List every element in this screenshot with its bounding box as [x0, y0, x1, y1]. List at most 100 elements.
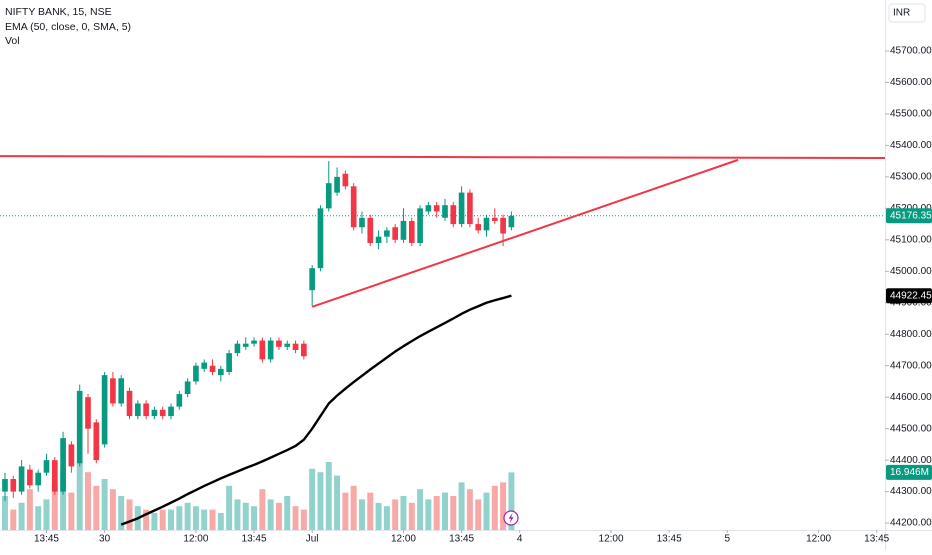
x-tick-label: 12:00 [599, 534, 624, 545]
candle-body [101, 375, 108, 445]
candle-body [500, 217, 506, 234]
axis-layer: 44200.00 44300.00 44400.00 44500.00 44600.00… [34, 46, 932, 545]
y-tick-label: 45000.00 [890, 266, 932, 277]
volume-bar [18, 502, 25, 530]
candle-body [60, 438, 66, 492]
candle-body [209, 365, 216, 373]
candle-body [433, 205, 440, 212]
volume-bar [317, 472, 324, 530]
volume-bar [151, 513, 158, 530]
candle-body [276, 340, 282, 347]
volume-bar [375, 502, 382, 530]
candle-body [284, 343, 291, 347]
ema-value-badge [886, 288, 932, 304]
candle-body [234, 343, 241, 354]
candle-body [334, 176, 340, 193]
currency-box[interactable] [888, 3, 926, 23]
y-tick-label: 44300.00 [890, 486, 932, 497]
candle-body [292, 343, 299, 350]
candle-body [27, 469, 33, 486]
candle-body [184, 381, 191, 395]
y-tick-label: 45700.00 [890, 46, 932, 57]
volume-bar [450, 496, 457, 530]
volume-bar [101, 479, 108, 530]
y-tick-label: 45500.00 [890, 109, 932, 120]
candle-body [317, 208, 324, 269]
x-tick-label: 5 [724, 534, 730, 545]
volume-bar [458, 482, 465, 530]
last-price-badge [886, 208, 932, 224]
candle-body [134, 403, 141, 417]
volume-bar [292, 506, 299, 530]
candle-body [85, 397, 91, 429]
volume-bar [126, 499, 133, 530]
x-tick-label: 4 [517, 534, 523, 545]
volume-bar [259, 489, 266, 530]
y-tick-label: 44200.00 [890, 518, 932, 529]
candle-body [168, 406, 174, 417]
volume-bar [367, 492, 374, 530]
volume-bar [392, 499, 399, 530]
candle-body [267, 340, 274, 360]
candle-body [68, 444, 75, 467]
volume-bar [334, 475, 341, 530]
ema-line [120, 294, 512, 526]
volume-bar [466, 489, 473, 530]
volume-layer [1, 462, 515, 530]
candle-body [176, 394, 183, 407]
candle-body [118, 378, 125, 404]
candle-body [151, 409, 158, 417]
candle-body [126, 390, 133, 417]
volume-bar [159, 509, 166, 530]
volume-bar [168, 509, 175, 530]
volume-bar [267, 499, 274, 530]
candle-body [259, 340, 266, 360]
candle-body [475, 224, 482, 231]
y-tick-label: 44800.00 [890, 329, 932, 340]
y-tick-label: 44600.00 [890, 392, 932, 403]
volume-bar [118, 496, 125, 530]
candle-body [491, 217, 498, 221]
alert-icon-bolt[interactable] [508, 513, 514, 523]
candle-body [392, 227, 399, 240]
volume-bar [60, 468, 67, 530]
volume-bar [85, 472, 91, 530]
candle-body [251, 340, 257, 344]
volume-bar [226, 485, 233, 530]
volume-bar [68, 492, 75, 530]
candle-body [2, 479, 8, 492]
x-tick-label: 13:45 [657, 534, 682, 545]
volume-bar [176, 506, 183, 530]
volume-bar [234, 499, 241, 530]
candle-body [10, 479, 17, 492]
volume-bar [10, 509, 17, 530]
candle-body [467, 192, 473, 225]
volume-bar [350, 485, 357, 530]
currency[interactable]: INR [893, 8, 910, 19]
candle-body [159, 409, 166, 417]
y-tick-label: 44500.00 [890, 423, 932, 434]
indicator-ema: EMA (50, close, 0, SMA, 5) [5, 21, 131, 33]
x-tick-label: Jul [306, 534, 319, 545]
volume-bar [442, 492, 448, 530]
candle-body [35, 472, 42, 486]
candle-body [309, 268, 315, 291]
volume-bar [433, 496, 440, 530]
volume-bar [251, 506, 258, 530]
candle-body [193, 365, 199, 382]
candle-body [458, 192, 465, 225]
candle-body [425, 205, 432, 212]
x-tick-label: 12:00 [806, 534, 831, 545]
candle-body [359, 217, 365, 228]
alert-icon[interactable] [503, 510, 519, 526]
candle-body [350, 186, 357, 228]
volume-bar [1, 496, 8, 530]
volume-bar [51, 482, 58, 530]
candle-body [400, 220, 407, 240]
y-tick-label: 44700.00 [890, 360, 932, 371]
y-tick-label: 45300.00 [890, 172, 932, 183]
volume-bar [184, 502, 191, 530]
